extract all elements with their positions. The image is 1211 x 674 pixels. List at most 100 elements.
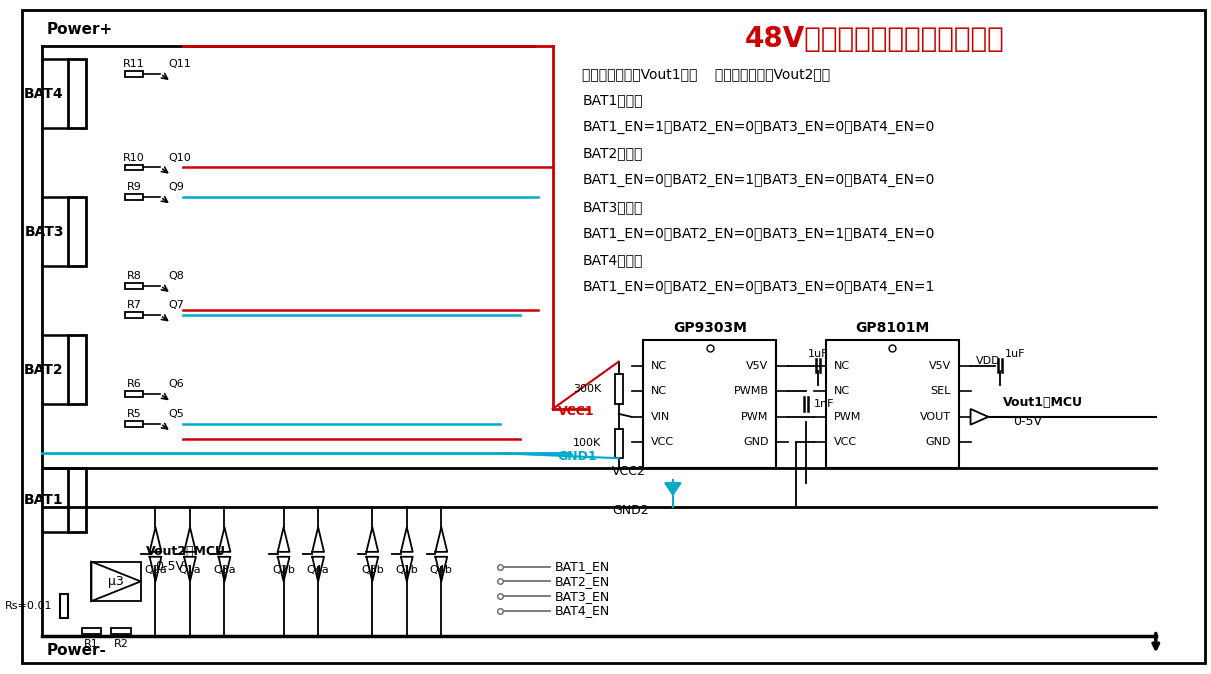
Text: BAT4: BAT4 [24,86,64,100]
Text: Q10: Q10 [168,152,191,162]
Bar [125,164,143,171]
Text: BAT1_EN=0、BAT2_EN=0、BAT3_EN=0、BAT4_EN=1: BAT1_EN=0、BAT2_EN=0、BAT3_EN=0、BAT4_EN=1 [582,280,935,294]
Text: BAT1: BAT1 [24,493,64,507]
Text: BAT1_EN=1、BAT2_EN=0、BAT3_EN=0、BAT4_EN=0: BAT1_EN=1、BAT2_EN=0、BAT3_EN=0、BAT4_EN=0 [582,120,935,134]
Text: R9: R9 [126,182,142,192]
Text: GP9303M: GP9303M [673,321,747,335]
Text: Vout2接MCU: Vout2接MCU [145,545,225,558]
Text: BAT4监测：: BAT4监测： [582,253,643,267]
Text: 0-5V: 0-5V [1012,415,1041,428]
Bar [68,468,86,532]
Text: PWM: PWM [741,412,769,422]
Text: GP8101M: GP8101M [855,321,929,335]
Text: 300K: 300K [573,384,601,394]
Text: VIN: VIN [652,412,671,422]
Polygon shape [92,561,140,601]
Bar [643,340,776,468]
Text: NC: NC [652,386,667,396]
Text: BAT2监测：: BAT2监测： [582,147,643,160]
Bar [59,594,68,618]
Text: 电池电压测量：Vout1输出    电池电流测量：Vout2输出: 电池电压测量：Vout1输出 电池电流测量：Vout2输出 [582,67,831,81]
Text: Q2b: Q2b [272,565,295,575]
Bar [125,421,143,427]
Text: R6: R6 [126,379,142,390]
Text: Power-: Power- [47,643,107,658]
Text: GND: GND [744,437,769,448]
Text: GND1: GND1 [557,450,597,463]
Text: VCC1: VCC1 [557,405,595,419]
Text: PWMB: PWMB [734,386,769,396]
Text: R2: R2 [114,638,128,648]
Bar [68,335,86,404]
Text: BAT3: BAT3 [24,224,64,239]
Text: R5: R5 [126,409,142,419]
Text: BAT1_EN: BAT1_EN [555,560,610,573]
Text: R7: R7 [126,301,142,311]
Text: Power+: Power+ [47,22,114,37]
Text: BAT1_EN=0、BAT2_EN=1、BAT3_EN=0、BAT4_EN=0: BAT1_EN=0、BAT2_EN=1、BAT3_EN=0、BAT4_EN=0 [582,173,935,187]
Text: μ3: μ3 [108,575,124,588]
Text: Q11: Q11 [168,59,191,69]
Text: VCC2: VCC2 [612,464,645,478]
Bar [125,391,143,397]
Text: BAT3监测：: BAT3监测： [582,200,643,214]
Bar [92,561,140,601]
Bar [125,71,143,77]
Text: Q3b: Q3b [361,565,384,575]
Bar [615,429,622,458]
Text: V5V: V5V [746,361,769,371]
Text: 48V铅酸电池电压电流监测电路: 48V铅酸电池电压电流监测电路 [745,26,1005,53]
Polygon shape [970,409,988,425]
Bar [81,627,102,634]
Bar [68,59,86,128]
Text: Q2a: Q2a [144,565,167,575]
Bar [125,283,143,288]
Text: BAT2_EN: BAT2_EN [555,575,610,588]
Text: Q3a: Q3a [213,565,236,575]
Text: Q6: Q6 [168,379,184,390]
Text: GND2: GND2 [612,504,648,517]
Bar [111,627,131,634]
Text: R11: R11 [124,59,144,69]
Polygon shape [665,483,681,495]
Bar [615,375,622,404]
Text: BAT2: BAT2 [24,363,64,377]
Text: 100K: 100K [573,439,601,448]
Text: VCC: VCC [833,437,856,448]
Text: Q9: Q9 [168,182,184,192]
Text: Q4b: Q4b [430,565,453,575]
Bar [125,194,143,200]
Text: Q1a: Q1a [179,565,201,575]
Text: 1uF: 1uF [808,348,828,359]
Text: BAT4_EN: BAT4_EN [555,605,610,617]
Text: Q1b: Q1b [396,565,418,575]
Bar [68,197,86,266]
Text: Q5: Q5 [168,409,184,419]
Text: BAT3_EN: BAT3_EN [555,590,610,603]
Text: 1nF: 1nF [814,399,834,409]
Text: R1: R1 [84,638,99,648]
Text: BAT1_EN=0、BAT2_EN=0、BAT3_EN=1、BAT4_EN=0: BAT1_EN=0、BAT2_EN=0、BAT3_EN=1、BAT4_EN=0 [582,226,935,241]
Text: VDD: VDD [975,356,1000,366]
Text: R8: R8 [126,271,142,281]
Text: PWM: PWM [833,412,861,422]
Text: Q4a: Q4a [306,565,329,575]
Text: R10: R10 [124,152,144,162]
Text: 1uF: 1uF [1005,348,1026,359]
Bar [125,312,143,318]
Text: VCC: VCC [652,437,675,448]
Text: Vout1接MCU: Vout1接MCU [1003,396,1083,408]
Text: BAT1监测，: BAT1监测， [582,94,643,107]
Text: GND: GND [925,437,951,448]
Text: Q8: Q8 [168,271,184,281]
Text: NC: NC [833,361,850,371]
Bar [826,340,959,468]
Text: NC: NC [652,361,667,371]
Text: V5V: V5V [929,361,951,371]
Text: Rs=0.01: Rs=0.01 [5,601,52,611]
Text: 0-5V: 0-5V [155,560,184,573]
Text: SEL: SEL [930,386,951,396]
Text: VOUT: VOUT [920,412,951,422]
Text: Q7: Q7 [168,301,184,311]
Text: NC: NC [833,386,850,396]
